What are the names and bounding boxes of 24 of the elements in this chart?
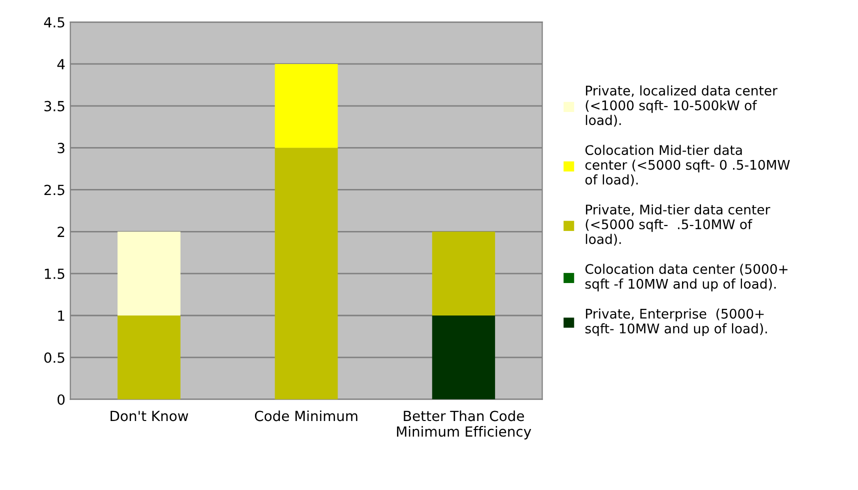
y-tick-label: 4: [57, 59, 65, 70]
bar: [274, 64, 338, 148]
legend-label: Private, Mid-tier data center (<5000 sqft- .5-10MW of load).: [586, 204, 770, 246]
y-tick-label: 3.5: [44, 100, 64, 112]
y-tick-label: 2.5: [44, 184, 64, 196]
bar: [432, 232, 496, 316]
y-tick-label: 1: [58, 310, 64, 321]
legend-label: Private, localized data center (<1000 sqft- 10-500kW of load).: [586, 85, 778, 127]
y-tick-label: 0.5: [44, 352, 64, 363]
y-tick-label: 3: [58, 142, 64, 154]
bar: [118, 316, 180, 400]
y-tick-label: 1.5: [44, 268, 64, 280]
legend-label: Colocation data center (5000+ sqft -f 10MW and up of load).: [585, 264, 788, 292]
x-tick-label: Better Than Code Minimum Efficiency: [397, 410, 532, 440]
bar: [432, 316, 496, 400]
x-tick-label: Code Minimum: [254, 410, 358, 422]
y-tick-label: 0: [58, 394, 65, 405]
y-tick-label: 4.5: [44, 17, 64, 28]
x-tick-label: Don't Know: [110, 410, 188, 422]
legend-label: Private, Enterprise (5000+ sqft- 10MW and up of load).: [585, 308, 767, 336]
legend-label: Colocation Mid-tier data center (<5000 sqft- 0 .5-10MW of load).: [585, 144, 790, 186]
bar: [118, 232, 180, 316]
y-tick-label: 2: [58, 226, 64, 237]
bar: [274, 148, 338, 400]
